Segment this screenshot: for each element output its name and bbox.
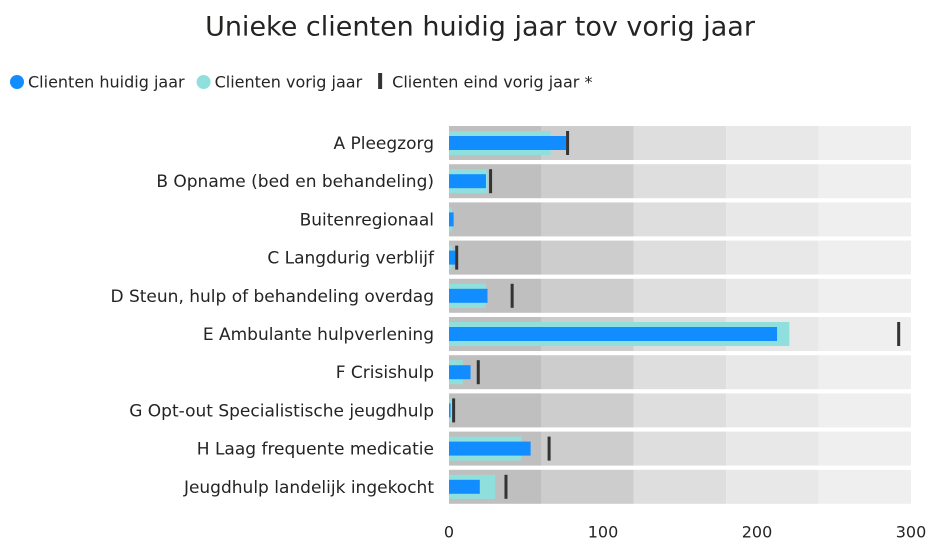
- range-band: [818, 355, 911, 390]
- range-band: [818, 126, 911, 160]
- range-band: [541, 469, 634, 504]
- range-band: [818, 431, 911, 466]
- range-band: [633, 126, 727, 160]
- x-tick-label: 200: [742, 523, 773, 542]
- range-band: [726, 240, 819, 275]
- range-band: [726, 469, 819, 504]
- category-label: D Steun, hulp of behandeling overdag: [110, 287, 434, 307]
- x-tick-label: 100: [588, 523, 619, 542]
- bar-current: [449, 136, 567, 150]
- target-marker: [476, 360, 480, 385]
- range-band: [726, 431, 819, 466]
- range-band: [449, 202, 542, 237]
- target-marker: [510, 283, 514, 308]
- bar-current: [449, 174, 486, 189]
- legend-label: Clienten vorig jaar: [215, 73, 363, 92]
- range-band: [726, 126, 819, 160]
- category-label: Buitenregionaal: [300, 210, 434, 230]
- legend-label: Clienten huidig jaar: [28, 73, 185, 92]
- range-band: [818, 469, 911, 504]
- category-label: B Opname (bed en behandeling): [156, 172, 434, 192]
- range-band: [541, 278, 634, 313]
- range-band: [726, 355, 819, 390]
- range-band: [541, 202, 634, 237]
- chart-title: Unieke clienten huidig jaar tov vorig ja…: [205, 12, 756, 43]
- bar-current: [449, 403, 451, 418]
- range-band: [633, 202, 727, 237]
- legend-swatch: [378, 73, 383, 89]
- range-band: [633, 355, 727, 390]
- bar-current: [449, 441, 531, 456]
- range-band: [541, 393, 634, 428]
- range-band: [818, 278, 911, 313]
- x-tick-label: 300: [896, 523, 927, 542]
- category-label: E Ambulante hulpverlening: [203, 325, 434, 345]
- legend-swatch: [196, 75, 211, 89]
- range-band: [541, 355, 634, 390]
- target-marker: [897, 322, 901, 346]
- range-band: [726, 164, 819, 199]
- range-band: [818, 240, 911, 275]
- range-band: [633, 393, 727, 428]
- range-band: [726, 278, 819, 313]
- bar-current: [449, 250, 456, 265]
- legend-label: Clienten eind vorig jaar *: [392, 73, 592, 92]
- target-marker: [489, 169, 493, 194]
- range-band: [818, 393, 911, 428]
- range-band: [449, 240, 542, 275]
- range-band: [633, 431, 727, 466]
- target-marker: [455, 245, 459, 270]
- x-tick-label: 0: [444, 523, 454, 542]
- range-band: [541, 164, 634, 199]
- target-marker: [547, 436, 551, 461]
- range-band: [726, 393, 819, 428]
- range-band: [818, 164, 911, 199]
- bar-current: [449, 327, 778, 341]
- range-band: [633, 278, 727, 313]
- category-label: G Opt-out Specialistische jeugdhulp: [129, 401, 434, 421]
- target-marker: [566, 131, 570, 155]
- category-label: Jeugdhulp landelijk ingekocht: [183, 478, 434, 498]
- range-band: [633, 164, 727, 199]
- range-band: [633, 240, 727, 275]
- bar-current: [449, 212, 454, 227]
- range-band: [818, 317, 911, 351]
- range-band: [541, 240, 634, 275]
- bar-current: [449, 479, 480, 494]
- target-marker: [504, 474, 508, 499]
- range-band: [726, 202, 819, 237]
- target-marker: [452, 398, 456, 423]
- range-band: [449, 393, 542, 428]
- bar-current: [449, 365, 471, 380]
- range-band: [541, 431, 634, 466]
- range-band: [818, 202, 911, 237]
- bar-current: [449, 288, 488, 303]
- category-label: A Pleegzorg: [333, 134, 434, 154]
- range-band: [633, 469, 727, 504]
- legend-swatch: [10, 75, 24, 89]
- category-label: C Langdurig verblijf: [267, 249, 435, 269]
- category-label: H Laag frequente medicatie: [197, 440, 434, 460]
- category-label: F Crisishulp: [336, 363, 434, 383]
